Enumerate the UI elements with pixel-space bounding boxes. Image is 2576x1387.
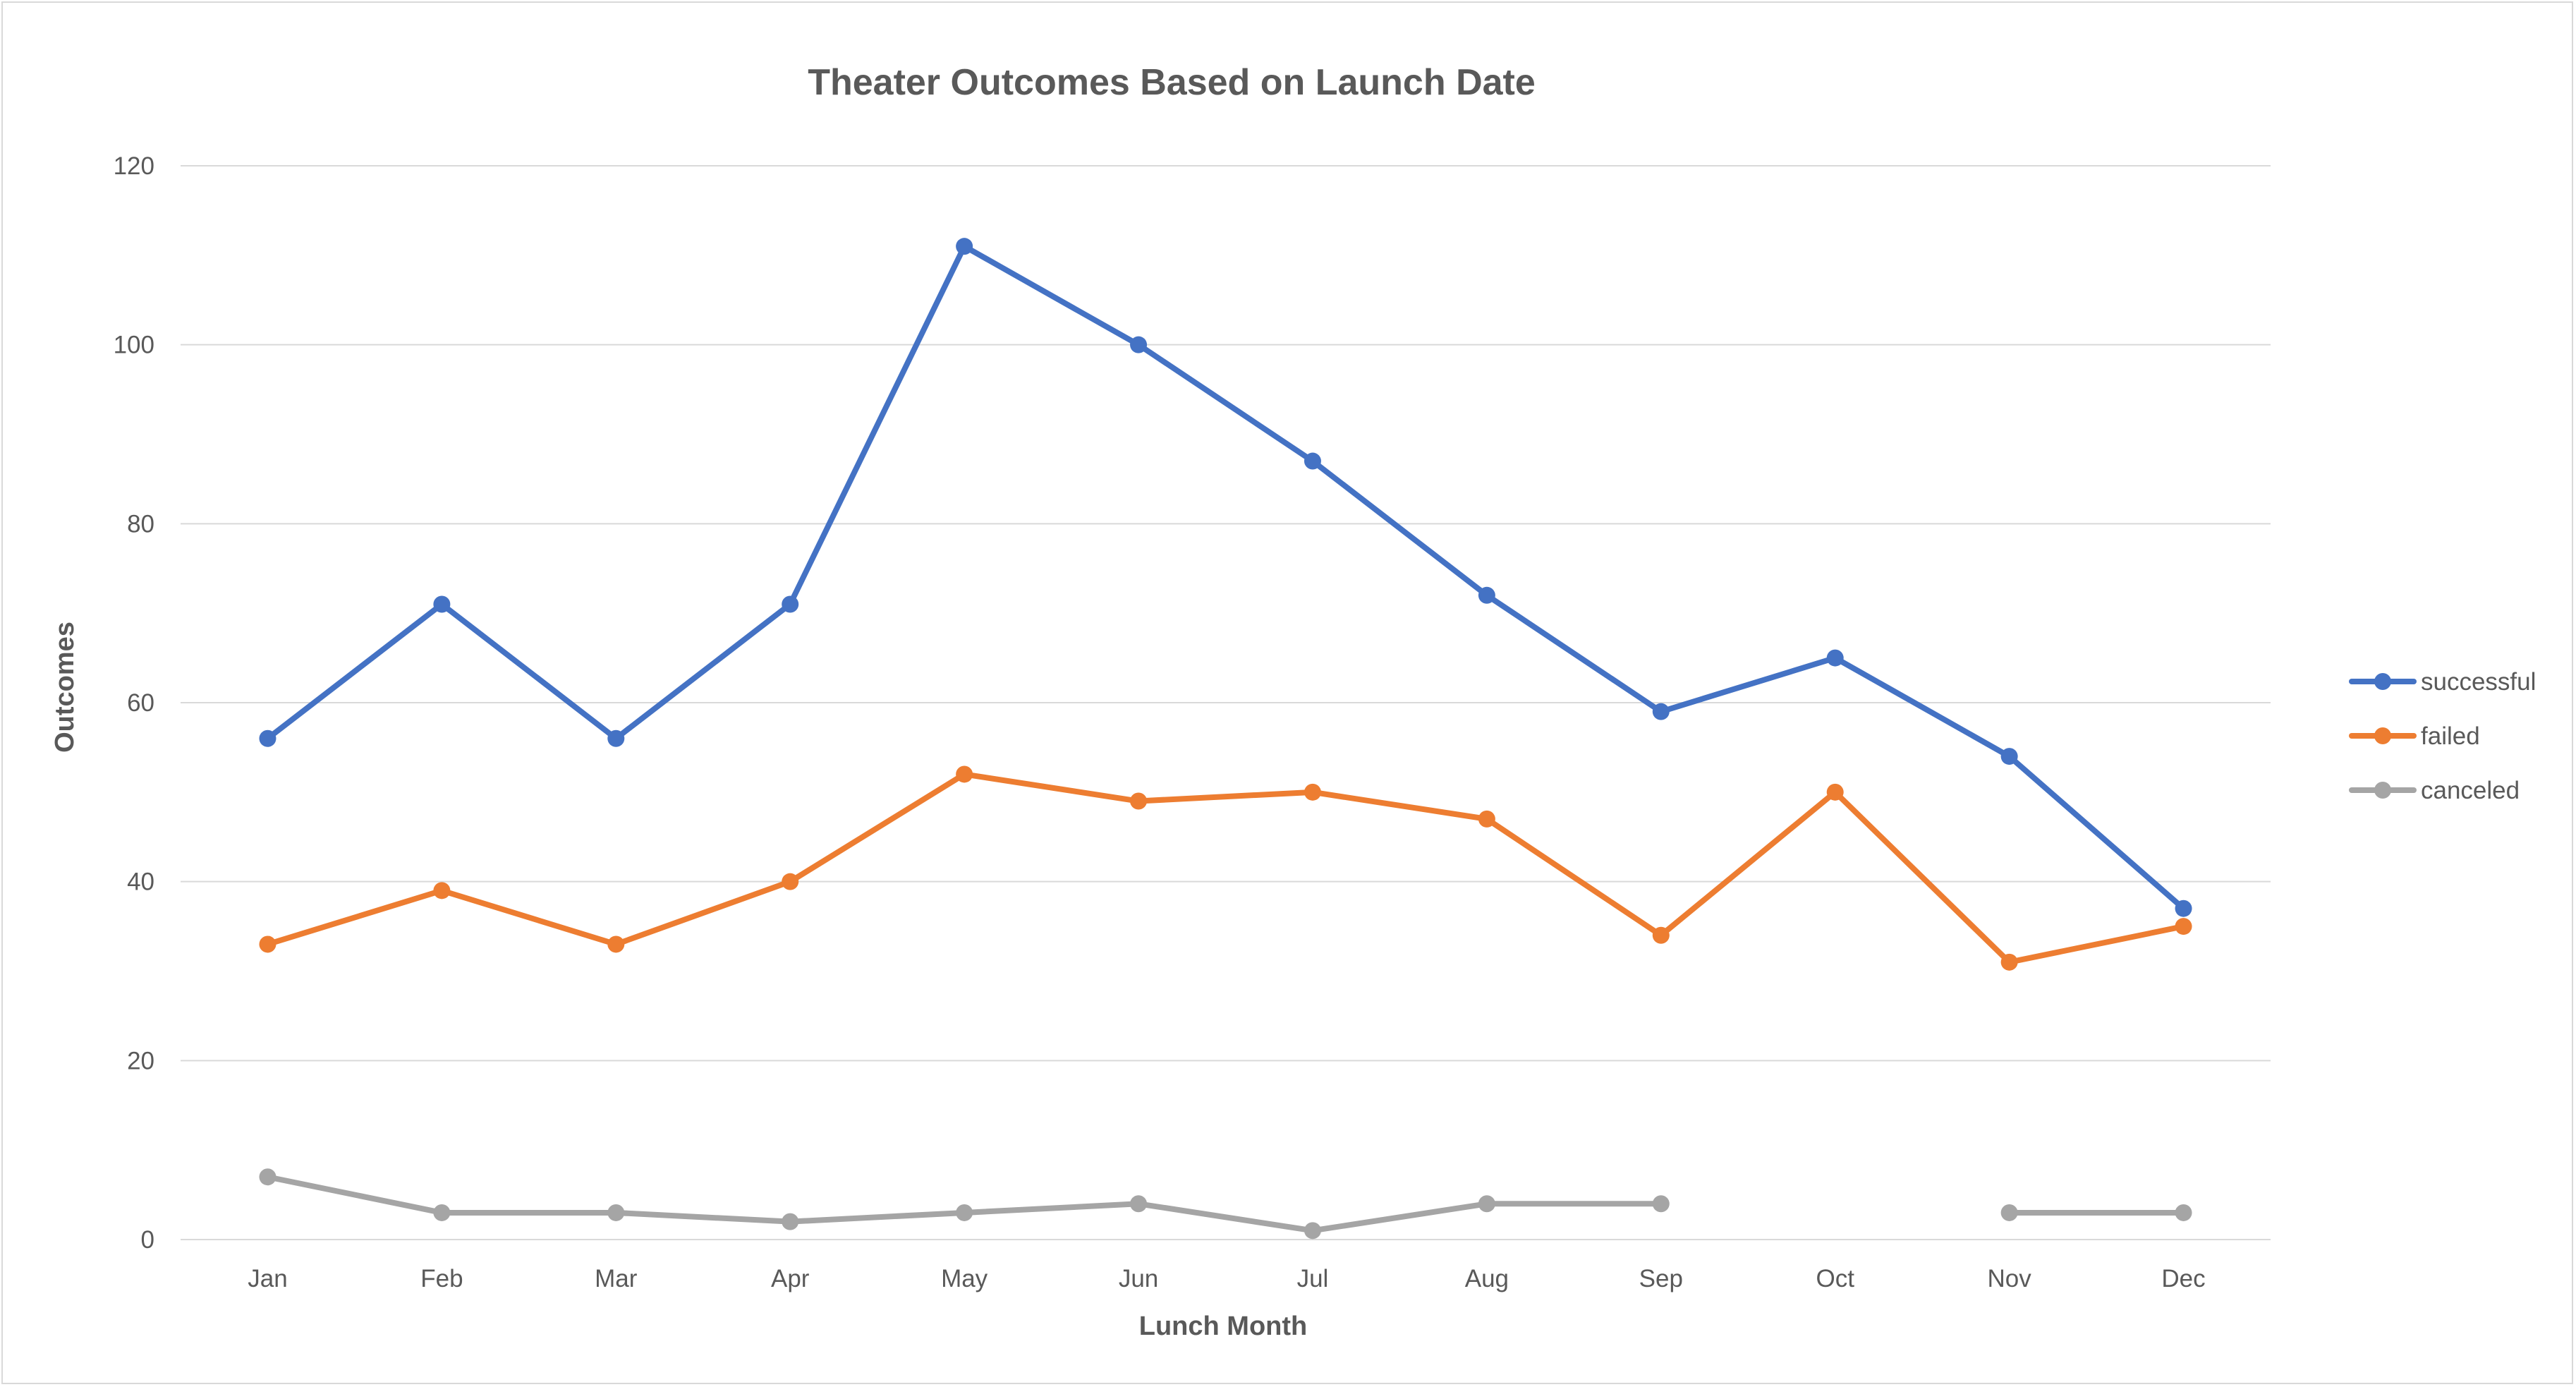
series-line: [265, 771, 2187, 965]
x-tick-label: Nov: [1988, 1265, 2032, 1292]
legend-label: successful: [2421, 668, 2536, 696]
series-canceled: [259, 1168, 2192, 1240]
x-tick-label: Apr: [771, 1265, 810, 1292]
series-successful: [259, 238, 2192, 917]
x-tick-label: Mar: [595, 1265, 638, 1292]
data-point: [1130, 792, 1148, 810]
x-tick-label: Jan: [248, 1265, 287, 1292]
data-point: [1130, 1195, 1148, 1213]
legend-label: failed: [2421, 722, 2480, 750]
x-tick-label: Oct: [1816, 1265, 1854, 1292]
data-point: [1478, 810, 1495, 828]
data-point: [433, 882, 451, 900]
data-point: [1652, 1195, 1670, 1213]
data-point: [2000, 1204, 2018, 1221]
x-axis-title: Lunch Month: [1139, 1312, 1307, 1341]
data-point: [607, 729, 625, 747]
legend-item-failed: failed: [2349, 722, 2480, 750]
data-point: [607, 1204, 625, 1221]
data-point: [433, 1204, 451, 1221]
x-axis-ticks: Jan Feb Mar Apr May Jun Jul Aug Sep Oct Nov Dec: [248, 1265, 2205, 1292]
legend-item-canceled: canceled: [2349, 777, 2520, 804]
x-tick-label: Jul: [1297, 1265, 1329, 1292]
data-point: [1304, 452, 1321, 470]
data-point: [2175, 918, 2192, 935]
data-point: [433, 595, 451, 613]
y-axis-ticks: 0 20 40 60 80 100 120: [114, 152, 154, 1254]
legend-swatch-marker: [2374, 782, 2391, 799]
data-point: [259, 935, 277, 953]
data-point: [259, 1168, 277, 1186]
data-point: [2000, 748, 2018, 765]
data-point: [956, 765, 973, 783]
line-chart: 0 20 40 60 80 100 120 Jan Feb Mar Apr May Jun Jul Aug…: [50, 62, 2536, 1341]
data-point: [1652, 703, 1670, 720]
legend-label: canceled: [2421, 777, 2520, 804]
legend-swatch-marker: [2374, 673, 2391, 690]
y-tick-label: 20: [127, 1047, 154, 1074]
legend-item-successful: successful: [2349, 668, 2536, 696]
data-point: [1130, 336, 1148, 353]
data-point: [1652, 926, 1670, 944]
data-point: [956, 238, 973, 255]
legend: successful failed canceled: [2349, 668, 2536, 804]
series-lines: [259, 238, 2192, 1240]
data-point: [2175, 900, 2192, 917]
data-point: [956, 1204, 973, 1221]
data-point: [259, 729, 277, 747]
data-point: [2000, 953, 2018, 971]
series-line: [265, 243, 2187, 911]
data-point: [1826, 783, 1844, 801]
data-point: [2175, 1204, 2192, 1221]
data-point: [1478, 586, 1495, 604]
data-point: [1478, 1195, 1495, 1213]
data-point: [1826, 649, 1844, 667]
data-point: [782, 595, 799, 613]
y-tick-label: 100: [114, 332, 154, 359]
x-tick-label: Feb: [420, 1265, 463, 1292]
series-failed: [259, 765, 2192, 971]
x-tick-label: Dec: [2161, 1265, 2205, 1292]
y-tick-label: 0: [141, 1226, 154, 1254]
y-tick-label: 120: [114, 152, 154, 180]
y-axis-title: Outcomes: [50, 622, 80, 753]
series-line: [265, 1174, 1664, 1234]
data-point: [1304, 1222, 1321, 1240]
x-tick-label: Jun: [1119, 1265, 1158, 1292]
data-point: [1304, 783, 1321, 801]
y-tick-label: 40: [127, 868, 154, 896]
x-tick-label: Sep: [1639, 1265, 1683, 1292]
data-point: [782, 1213, 799, 1230]
x-tick-label: May: [941, 1265, 988, 1292]
y-tick-label: 60: [127, 689, 154, 717]
data-point: [607, 935, 625, 953]
legend-swatch-marker: [2374, 727, 2391, 744]
chart-title: Theater Outcomes Based on Launch Date: [808, 62, 1536, 103]
gridlines: [181, 165, 2271, 1240]
y-tick-label: 80: [127, 510, 154, 538]
data-point: [782, 873, 799, 890]
x-tick-label: Aug: [1465, 1265, 1509, 1292]
